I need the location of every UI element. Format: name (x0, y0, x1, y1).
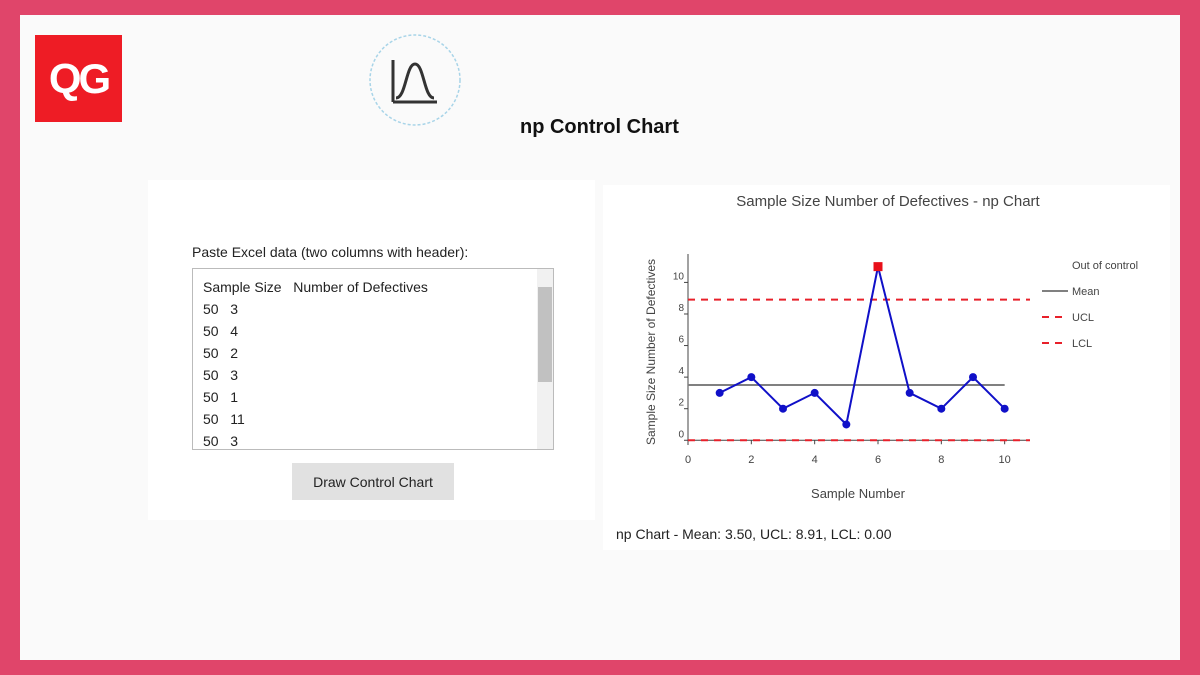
data-point (842, 420, 851, 429)
y-tick-label: 8 (678, 303, 684, 314)
y-tick-label: 2 (678, 398, 684, 409)
x-tick-label: 10 (999, 454, 1011, 466)
x-tick-label: 0 (685, 454, 691, 466)
data-point (810, 388, 819, 397)
data-point (937, 404, 946, 413)
data-point (969, 373, 977, 382)
legend-label: Out of control (1072, 260, 1138, 272)
legend-label: LCL (1072, 338, 1092, 350)
x-axis-label: Sample Number (811, 486, 906, 501)
data-point (905, 388, 914, 397)
x-tick-label: 2 (748, 454, 754, 466)
y-tick-label: 10 (673, 271, 685, 282)
data-line (719, 266, 1006, 427)
out-of-control-point (873, 262, 883, 272)
x-tick-label: 8 (938, 454, 944, 466)
scroll-thumb[interactable] (538, 287, 552, 382)
x-tick-label: 4 (812, 454, 818, 466)
scrollbar[interactable] (537, 269, 553, 449)
data-textarea[interactable]: Sample Size Number of Defectives 50 3 50 4… (192, 268, 554, 450)
legend-label: Mean (1072, 286, 1100, 298)
textarea-line: 50 3 (203, 301, 239, 317)
textarea-line: 50 3 (203, 367, 239, 383)
textarea-line: 50 11 (203, 411, 245, 427)
summary: np Chart - Mean: 3.50, UCL: 8.91, LCL: 0… (616, 526, 892, 542)
y-tick-label: 0 (678, 429, 684, 440)
y-tick-label: 6 (678, 335, 684, 346)
y-tick-label: 4 (678, 366, 684, 377)
x-tick-label: 6 (875, 454, 881, 466)
data-point (715, 388, 724, 397)
chart-title: Sample Size Number of Defectives - np Ch… (736, 193, 1040, 210)
textarea-line: 50 2 (203, 345, 239, 361)
icon (369, 34, 461, 126)
data-point (747, 373, 756, 382)
data-point (779, 404, 787, 413)
textarea-line: 50 3 (203, 433, 239, 449)
textarea-line: Sample Size Number of Defectives (203, 279, 428, 295)
data-point (1000, 404, 1009, 413)
input-label: Paste Excel data (two columns with heade… (192, 244, 469, 260)
page-title: np Control Chart (520, 116, 679, 138)
draw-button[interactable]: Draw Control Chart (292, 463, 454, 500)
y-axis-label: Sample Size Number of Defectives (644, 259, 658, 445)
textarea-line: 50 1 (203, 389, 239, 405)
chart-panel (603, 185, 1170, 550)
logo: QG (35, 35, 122, 122)
legend-label: UCL (1072, 312, 1094, 324)
textarea-line: 50 4 (203, 323, 239, 339)
